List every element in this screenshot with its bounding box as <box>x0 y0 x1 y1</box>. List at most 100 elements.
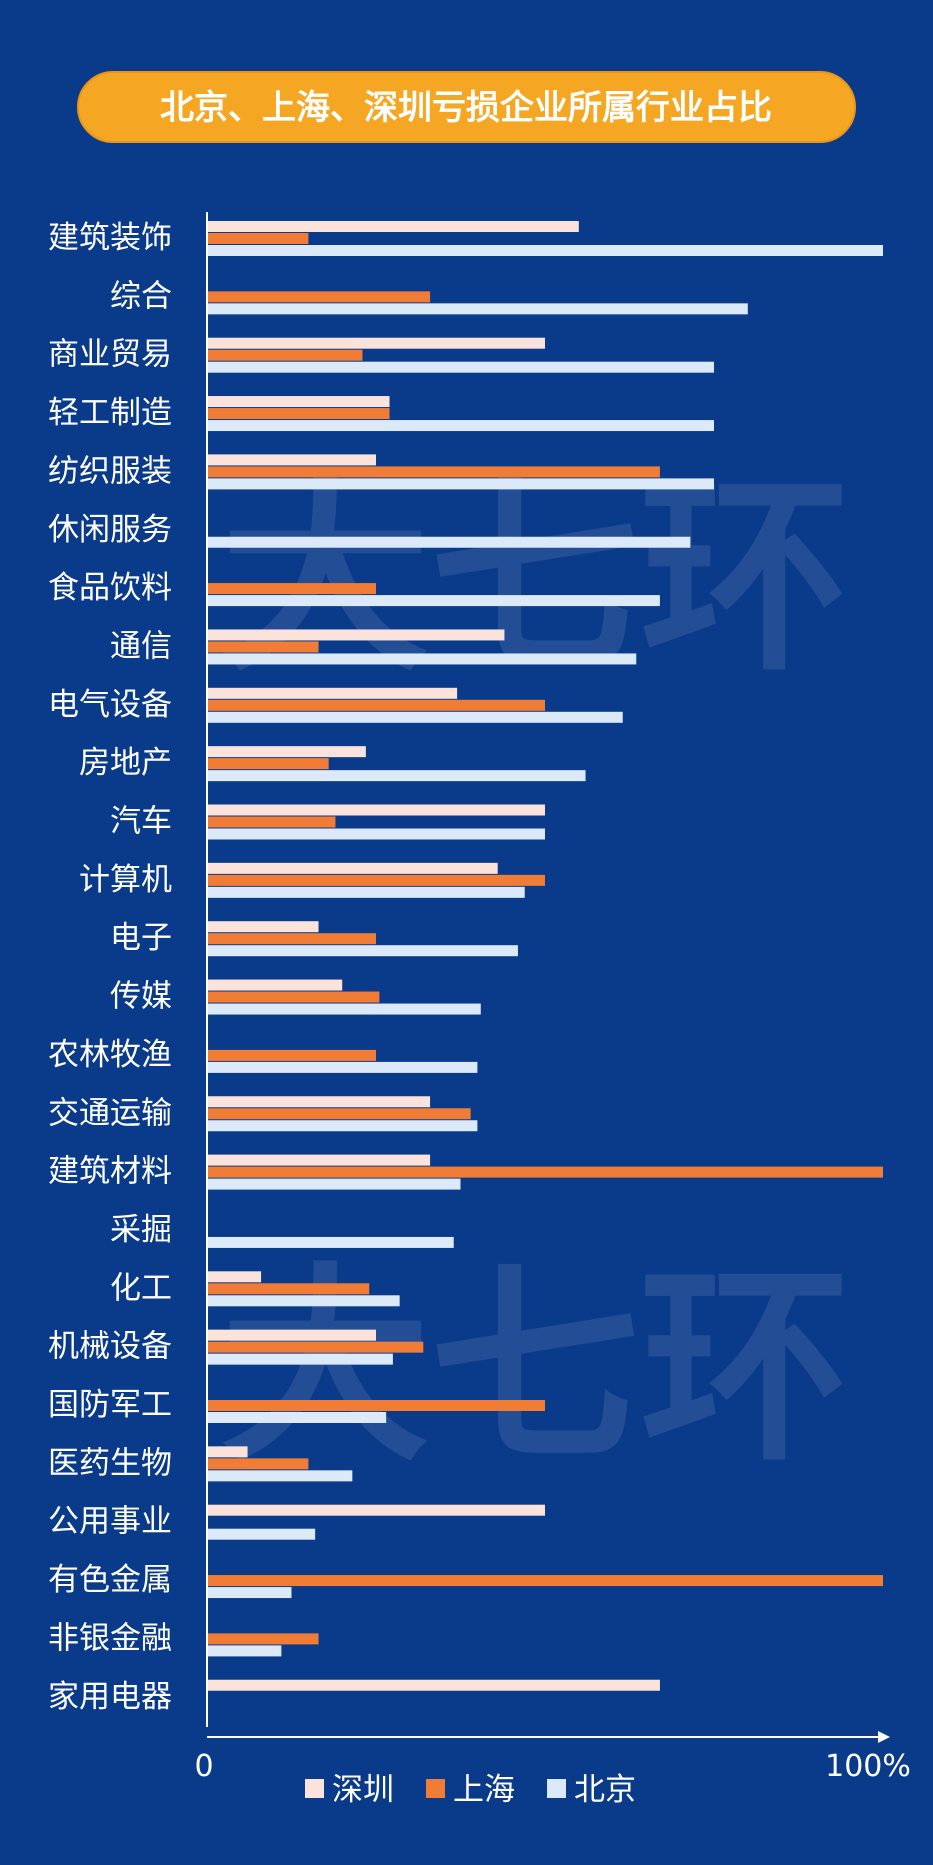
category-label: 商业贸易 <box>48 337 172 373</box>
category-label: 传媒 <box>110 979 172 1015</box>
category-label: 食品饮料 <box>48 570 172 606</box>
legend-swatch <box>547 1779 566 1798</box>
bar-beijing <box>207 1412 387 1423</box>
bar-shenzhen <box>207 862 498 874</box>
bar-shenzhen <box>207 746 366 758</box>
bar-beijing <box>207 1353 393 1365</box>
x-tick-max: 100% <box>825 1749 911 1784</box>
category-label: 有色金属 <box>48 1562 172 1598</box>
bar-shanghai <box>207 583 376 595</box>
bar-beijing <box>207 770 586 782</box>
bar-beijing <box>207 245 883 256</box>
bar-beijing <box>207 1587 292 1599</box>
category-label: 公用事业 <box>48 1504 172 1540</box>
bar-shanghai <box>207 1166 883 1178</box>
bar-beijing <box>207 1003 481 1015</box>
bar-shanghai <box>207 991 380 1003</box>
bar-shanghai <box>207 233 309 244</box>
bar-shanghai <box>207 1108 471 1120</box>
bar-shenzhen <box>207 337 545 349</box>
bar-shenzhen <box>207 921 319 933</box>
plot-area: 建筑装饰综合商业贸易轻工制造纺织服装休闲服务食品饮料通信电气设备房地产汽车计算机… <box>48 220 883 1715</box>
bar-shanghai <box>207 1458 309 1470</box>
bar-beijing <box>207 1470 353 1482</box>
bar-shanghai <box>207 466 660 478</box>
bar-beijing <box>207 945 518 957</box>
legend-swatch <box>305 1779 324 1798</box>
bar-shanghai <box>207 408 390 420</box>
legend-label: 深圳 <box>332 1772 394 1808</box>
bar-beijing <box>207 1645 282 1657</box>
bar-shanghai <box>207 1633 319 1645</box>
category-label: 通信 <box>110 628 172 664</box>
bar-shenzhen <box>207 221 579 232</box>
bar-shanghai <box>207 1049 376 1061</box>
x-axis-arrow <box>878 1731 890 1743</box>
bar-shanghai <box>207 816 336 828</box>
category-label: 化工 <box>110 1270 172 1306</box>
bar-beijing <box>207 1528 316 1540</box>
category-label: 房地产 <box>79 745 172 781</box>
chart-title: 北京、上海、深圳亏损企业所属行业占比 <box>160 88 772 128</box>
category-label: 交通运输 <box>48 1095 172 1131</box>
category-label: 计算机 <box>79 862 172 898</box>
bar-beijing <box>207 653 637 665</box>
category-label: 建筑材料 <box>48 1154 172 1190</box>
bar-shenzhen <box>207 1329 376 1341</box>
bar-shanghai <box>207 874 545 886</box>
category-label: 国防军工 <box>48 1387 172 1423</box>
legend: 深圳 上海 北京 <box>305 1772 636 1808</box>
bar-shanghai <box>207 758 329 770</box>
bar-beijing <box>207 1236 454 1248</box>
legend-label: 上海 <box>453 1772 515 1808</box>
watermark-bottom: 大七环 <box>220 1245 850 1490</box>
bar-shenzhen <box>207 1271 262 1283</box>
x-tick-min: 0 <box>194 1749 213 1784</box>
bar-shenzhen <box>207 1096 431 1108</box>
category-label: 汽车 <box>110 804 172 840</box>
title-banner: 北京、上海、深圳亏损企业所属行业占比 <box>77 71 856 143</box>
bar-shenzhen <box>207 804 545 816</box>
bar-shenzhen <box>207 687 458 699</box>
bar-shanghai <box>207 349 363 361</box>
bar-shenzhen <box>207 454 376 466</box>
bar-beijing <box>207 478 714 490</box>
category-label: 医药生物 <box>48 1445 172 1481</box>
bar-shenzhen <box>207 1504 545 1516</box>
category-label: 农林牧渔 <box>48 1037 172 1073</box>
category-label: 机械设备 <box>48 1329 172 1365</box>
bar-shenzhen <box>207 979 343 991</box>
category-label: 建筑装饰 <box>48 220 172 256</box>
bar-shenzhen <box>207 1154 431 1166</box>
category-label: 采掘 <box>110 1212 172 1248</box>
bar-shanghai <box>207 1575 883 1587</box>
bar-shenzhen <box>207 396 390 408</box>
bar-beijing <box>207 361 714 373</box>
bar-shanghai <box>207 641 319 653</box>
category-label: 综合 <box>110 278 172 314</box>
bar-beijing <box>207 595 660 607</box>
category-label: 电子 <box>110 920 172 956</box>
bar-beijing <box>207 828 545 840</box>
bar-shanghai <box>207 1283 370 1295</box>
bar-shanghai <box>207 699 545 711</box>
category-label: 家用电器 <box>48 1679 172 1715</box>
legend-label: 北京 <box>574 1772 636 1808</box>
bar-shenzhen <box>207 1446 248 1458</box>
bar-beijing <box>207 886 525 898</box>
category-label: 休闲服务 <box>48 512 172 548</box>
bar-beijing <box>207 1120 478 1132</box>
category-label: 轻工制造 <box>48 395 172 431</box>
bar-beijing <box>207 711 623 723</box>
category-label: 电气设备 <box>48 687 172 723</box>
bar-shanghai <box>207 933 376 945</box>
bar-shenzhen <box>207 1679 660 1691</box>
bar-shanghai <box>207 1341 424 1353</box>
bar-beijing <box>207 1178 461 1190</box>
bar-beijing <box>207 1061 478 1073</box>
bar-beijing <box>207 420 714 432</box>
bar-shanghai <box>207 291 431 303</box>
category-label: 非银金融 <box>48 1620 172 1656</box>
title-pill <box>77 71 856 143</box>
bar-beijing <box>207 303 748 315</box>
